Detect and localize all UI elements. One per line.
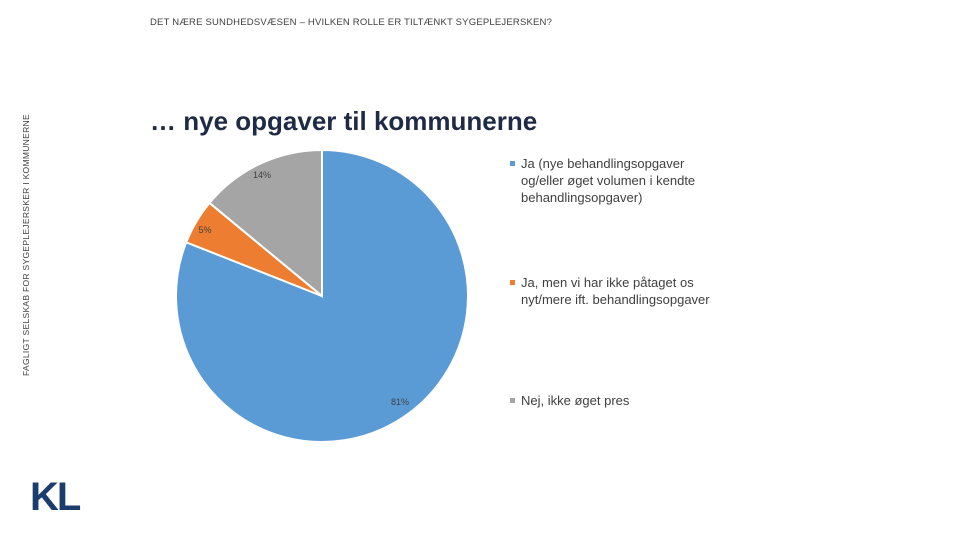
legend-item-ja: Ja (nye behandlingsopgaver og/eller øget… — [510, 155, 710, 206]
slice-data-label: 81% — [391, 397, 409, 407]
pie-slice — [208, 148, 323, 299]
legend-item-ja-men: Ja, men vi har ikke påtaget os nyt/mere … — [510, 274, 710, 308]
slice-data-label: 5% — [198, 225, 211, 235]
chart-title: … nye opgaver til kommunerne — [150, 106, 538, 136]
legend-swatch — [510, 280, 515, 285]
legend-item-nej: Nej, ikke øget pres — [510, 392, 710, 409]
legend-label: Ja, men vi har ikke påtaget os nyt/mere … — [521, 275, 710, 307]
legend-swatch — [510, 398, 515, 403]
slice-data-label: 14% — [253, 170, 271, 180]
legend-label: Nej, ikke øget pres — [521, 393, 630, 408]
page-topic: DET NÆRE SUNDHEDSVÆSEN – HVILKEN ROLLE E… — [150, 17, 553, 28]
legend-label: Ja (nye behandlingsopgaver og/eller øget… — [521, 156, 696, 205]
legend-swatch — [510, 161, 515, 166]
kl-logo: KL — [30, 475, 81, 519]
